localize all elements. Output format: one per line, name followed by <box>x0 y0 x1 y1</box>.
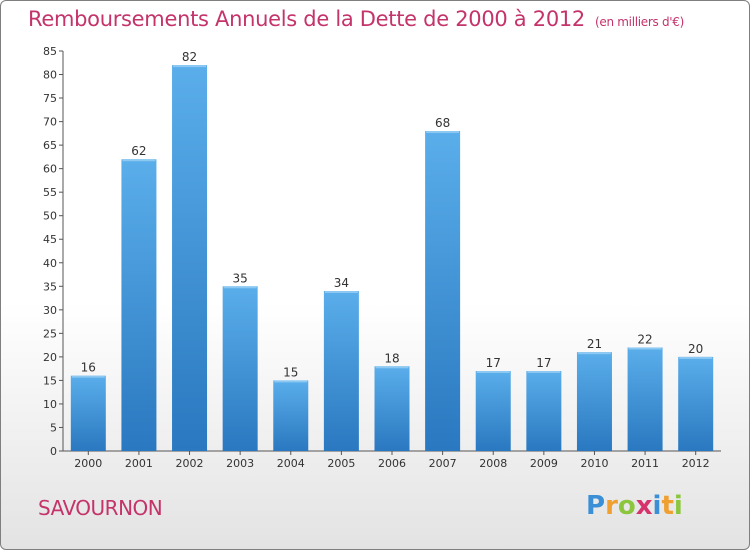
x-tick-label: 2000 <box>74 457 102 470</box>
commune-name: SAVOURNON <box>38 496 163 520</box>
data-label: 68 <box>435 116 450 130</box>
y-axis: 0 5 10 15 20 25 30 35 40 45 50 55 60 65 70 75 80 85 <box>43 45 64 458</box>
y-tick-label: 65 <box>43 139 57 152</box>
bar <box>576 352 612 451</box>
x-tick-label: 2012 <box>682 457 710 470</box>
chart-subtitle: (en milliers d'€) <box>595 15 685 29</box>
logo-letter: t <box>661 491 674 521</box>
x-tick-label: 2008 <box>479 457 507 470</box>
bar-highlight <box>274 380 308 383</box>
bar-highlight <box>173 65 207 68</box>
logo-letter: r <box>605 491 618 521</box>
logo-letter: o <box>617 491 636 521</box>
bar-highlight <box>577 352 611 355</box>
data-label: 22 <box>637 332 652 346</box>
bar <box>526 371 562 451</box>
bar-highlight <box>324 291 358 293</box>
bar <box>678 356 714 451</box>
y-tick-label: 30 <box>43 304 57 317</box>
data-label: 62 <box>131 144 146 158</box>
y-tick-label: 35 <box>43 280 57 293</box>
x-tick-label: 2003 <box>226 457 254 470</box>
bar <box>70 375 106 451</box>
bar-highlight <box>122 159 156 162</box>
bar <box>121 159 157 451</box>
data-label: 20 <box>688 342 703 356</box>
x-tick-label: 2005 <box>327 457 355 470</box>
bar <box>425 131 461 451</box>
y-tick-label: 25 <box>43 327 57 340</box>
y-tick-label: 20 <box>43 351 57 364</box>
bar-highlight <box>223 286 257 289</box>
bar-highlight <box>71 375 105 378</box>
data-label: 18 <box>384 351 399 365</box>
bar-highlight <box>527 371 561 373</box>
data-label: 21 <box>587 337 602 351</box>
bar-highlight <box>679 356 713 359</box>
x-axis: 2000 2001 2002 2003 2004 2005 2006 2007 2008 2009… <box>63 450 721 470</box>
x-tick-label: 2006 <box>378 457 406 470</box>
y-tick-label: 45 <box>43 233 57 246</box>
bar <box>172 65 208 451</box>
bar <box>222 286 258 451</box>
y-tick-label: 15 <box>43 374 57 387</box>
y-tick-label: 0 <box>50 445 57 458</box>
x-tick-label: 2009 <box>530 457 558 470</box>
x-tick-label: 2004 <box>277 457 305 470</box>
x-tick-label: 2002 <box>176 457 204 470</box>
y-tick-label: 70 <box>43 116 57 129</box>
chart-title: Remboursements Annuels de la Dette de 20… <box>28 7 684 31</box>
bar <box>323 291 359 451</box>
data-label: 17 <box>486 356 501 370</box>
x-tick-label: 2011 <box>631 457 659 470</box>
bar <box>374 366 410 451</box>
bars <box>70 65 714 451</box>
data-label: 82 <box>182 50 197 64</box>
data-labels: 16 62 82 35 15 34 18 68 17 17 21 22 20 <box>81 50 704 379</box>
logo-letter: x <box>635 491 653 521</box>
data-label: 15 <box>283 365 298 379</box>
bar-highlight <box>476 371 510 373</box>
y-tick-label: 50 <box>43 210 57 223</box>
bar-highlight <box>426 131 460 133</box>
data-label: 35 <box>233 271 248 285</box>
bar-highlight <box>375 366 409 369</box>
y-tick-label: 55 <box>43 186 57 199</box>
chart-title-text: Remboursements Annuels de la Dette de 20… <box>28 7 585 31</box>
logo-letter: i <box>652 491 662 521</box>
logo-letter: i <box>673 491 683 521</box>
x-tick-label: 2007 <box>429 457 457 470</box>
bar <box>475 371 511 451</box>
y-tick-label: 5 <box>50 421 57 434</box>
logo-letter: P <box>586 491 606 521</box>
x-tick-label: 2010 <box>580 457 608 470</box>
proxiti-logo: Proxiti <box>586 491 683 521</box>
bar-highlight <box>628 347 662 350</box>
y-tick-label: 60 <box>43 163 57 176</box>
y-tick-label: 10 <box>43 398 57 411</box>
y-tick-label: 85 <box>43 45 57 58</box>
y-tick-label: 40 <box>43 257 57 270</box>
data-label: 34 <box>334 276 349 290</box>
bar <box>273 380 309 451</box>
y-tick-label: 80 <box>43 69 57 82</box>
bar <box>627 347 663 451</box>
data-label: 16 <box>81 361 96 375</box>
y-tick-label: 75 <box>43 92 57 105</box>
data-label: 17 <box>536 356 551 370</box>
x-tick-label: 2001 <box>125 457 153 470</box>
